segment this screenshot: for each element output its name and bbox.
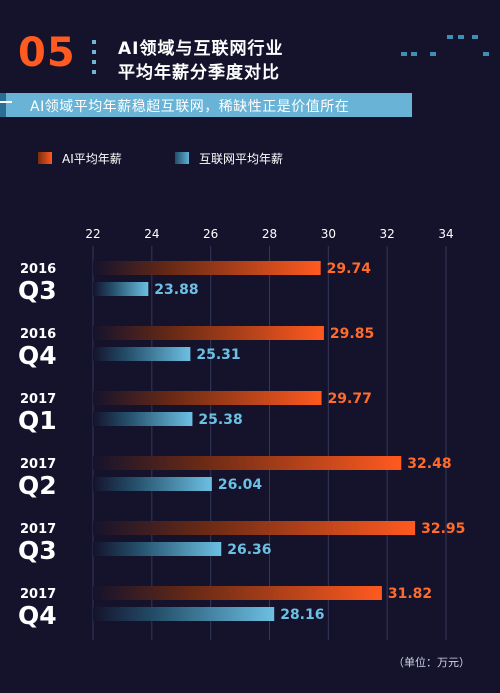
value-label-ai: 32.48 (407, 456, 451, 472)
value-label-ai: 32.95 (421, 521, 465, 537)
value-label-ai: 29.77 (328, 391, 372, 407)
category-year-label: 2017 (20, 587, 56, 602)
subtitle-bar (0, 93, 412, 117)
x-tick-label: 34 (438, 227, 453, 241)
value-label-internet: 25.31 (196, 347, 240, 363)
page-title-line-1: AI领域与互联网行业 (118, 39, 284, 59)
value-label-ai: 29.74 (327, 261, 372, 277)
category-year-label: 2016 (20, 262, 56, 277)
category-year-label: 2017 (20, 522, 56, 537)
bar-ai (93, 586, 382, 600)
category-quarter-label: Q3 (18, 276, 57, 305)
category-quarter-label: Q4 (18, 601, 57, 630)
bar-ai (93, 391, 322, 405)
x-tick-label: 28 (262, 227, 277, 241)
bar-ai (93, 521, 416, 535)
value-label-internet: 23.88 (154, 282, 198, 298)
category-year-label: 2017 (20, 392, 56, 407)
bar-ai (93, 326, 324, 340)
legend-swatch-ai (38, 152, 52, 164)
bar-internet (93, 542, 222, 556)
subtitle: AI领域平均年薪稳超互联网，稀缺性正是价值所在 (30, 99, 350, 115)
category-quarter-label: Q3 (18, 536, 57, 565)
page-title-line-2: 平均年薪分季度对比 (118, 63, 280, 83)
page-header: 05 AI领域与互联网行业 平均年薪分季度对比 AI领域平均年薪稳超互联网，稀缺… (0, 0, 500, 130)
bar-internet (93, 607, 275, 621)
value-label-ai: 31.82 (388, 586, 432, 602)
value-label-internet: 25.38 (198, 412, 242, 428)
grid-lines (92, 246, 447, 640)
x-axis-ticks: 22 24 26 28 30 32 34 (85, 227, 453, 241)
category-quarter-label: Q1 (18, 406, 57, 435)
legend-swatch-internet (175, 152, 189, 164)
category-year-label: 2016 (20, 327, 56, 342)
x-tick-label: 30 (321, 227, 336, 241)
unit-label: （单位：万元） (393, 656, 470, 669)
bar-internet (93, 477, 212, 491)
value-labels: 29.74 23.88 29.85 25.31 29.77 25.38 32.48 26.04… (154, 261, 465, 623)
category-quarter-label: Q2 (18, 471, 57, 500)
chart-legend: AI平均年薪 互联网平均年薪 (0, 150, 500, 170)
category-year-label: 2017 (20, 457, 56, 472)
bars (93, 261, 416, 621)
subtitle-tick (0, 101, 12, 103)
bar-ai (93, 456, 402, 470)
section-number: 05 (18, 30, 76, 76)
value-label-ai: 29.85 (330, 326, 374, 342)
value-label-internet: 26.36 (227, 542, 271, 558)
bar-internet (93, 412, 193, 426)
title-dots-icon (92, 40, 98, 80)
x-tick-label: 22 (85, 227, 100, 241)
category-quarter-label: Q4 (18, 341, 57, 370)
legend-label-internet: 互联网平均年薪 (199, 152, 284, 166)
legend-label-ai: AI平均年薪 (62, 152, 122, 166)
x-tick-label: 32 (380, 227, 395, 241)
value-label-internet: 26.04 (218, 477, 263, 493)
bar-internet (93, 347, 191, 361)
x-tick-label: 24 (144, 227, 159, 241)
x-tick-label: 26 (203, 227, 218, 241)
bar-internet (93, 282, 149, 296)
value-label-internet: 28.16 (280, 607, 324, 623)
bar-ai (93, 261, 321, 275)
